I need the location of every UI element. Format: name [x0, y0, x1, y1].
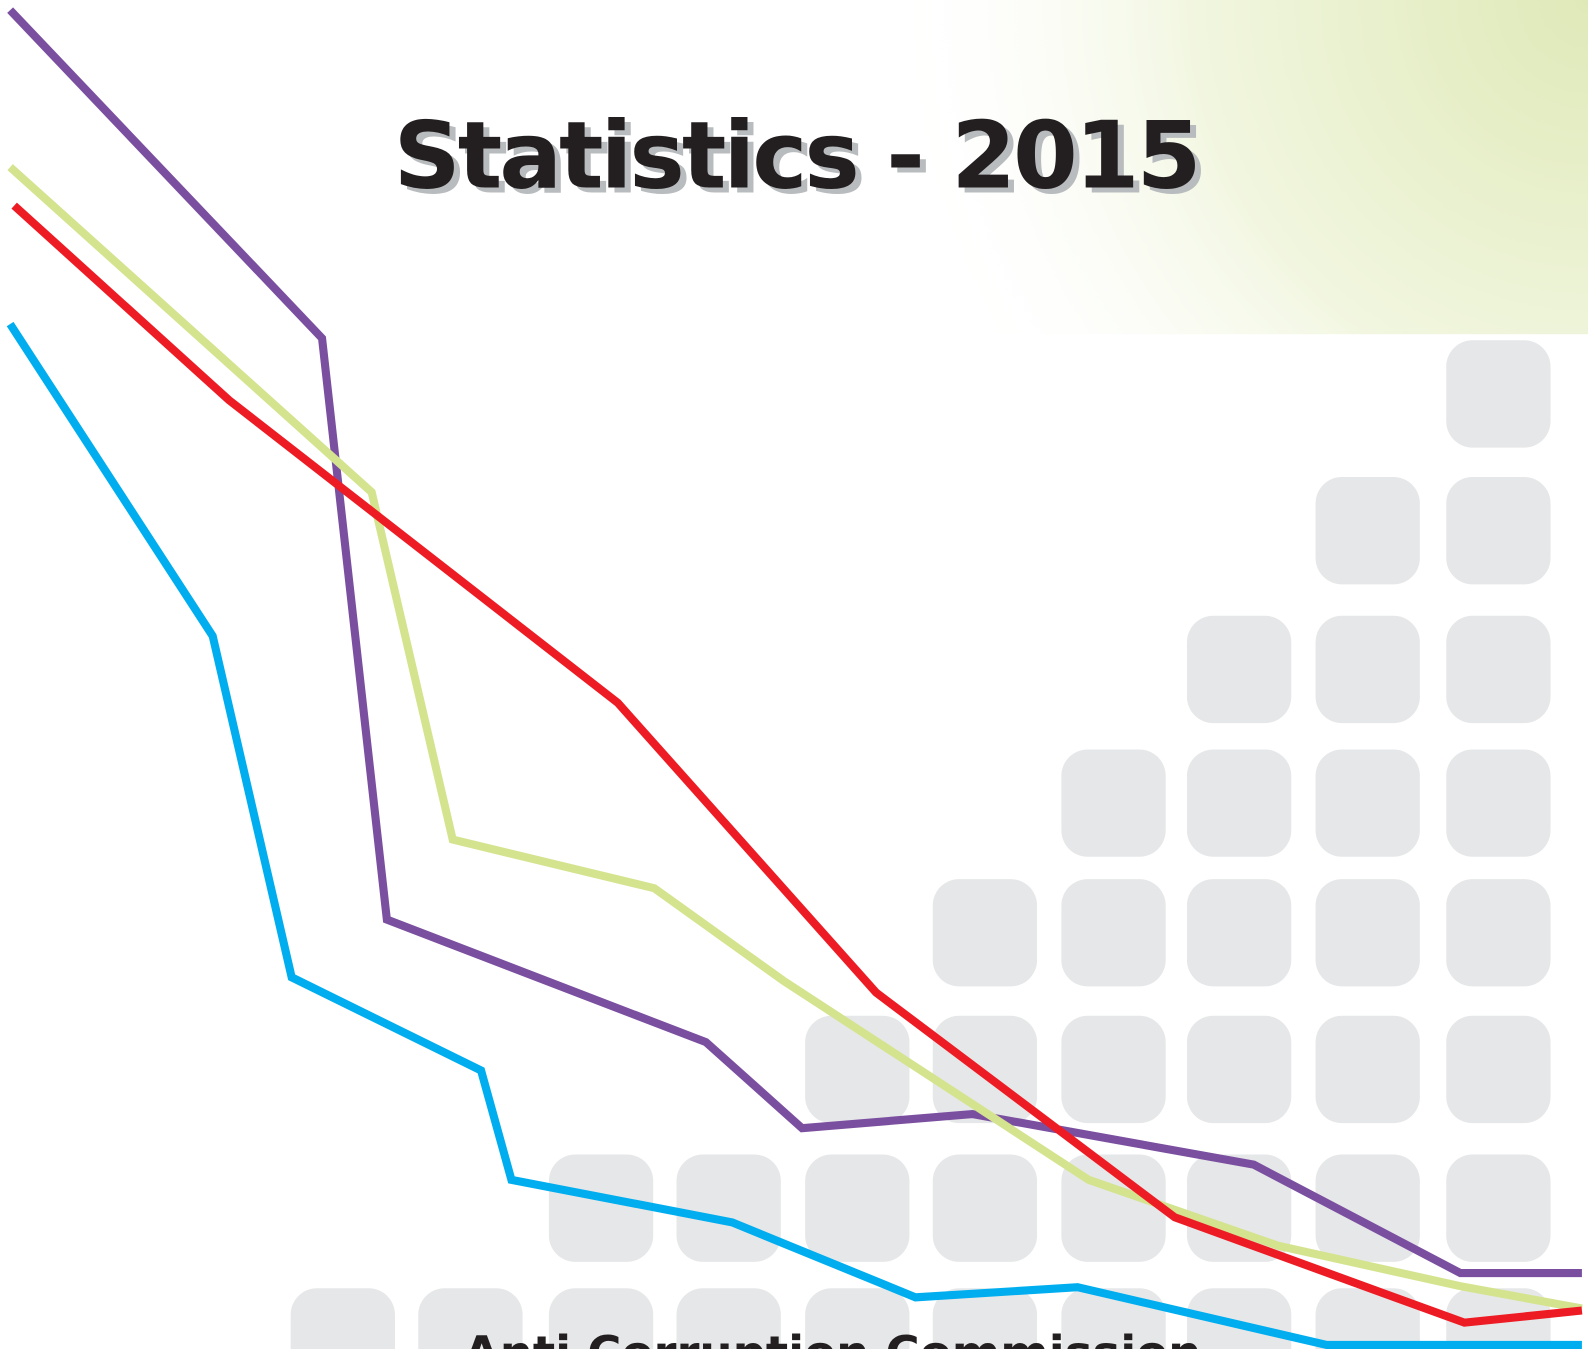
tile	[1186, 1015, 1292, 1124]
tile	[805, 1154, 910, 1262]
green-line	[7, 164, 1583, 1313]
tile	[1186, 749, 1292, 857]
tile	[1061, 879, 1166, 987]
tile	[1315, 615, 1420, 724]
tile	[932, 1154, 1038, 1262]
tile	[1446, 879, 1551, 987]
tile	[418, 1288, 523, 1349]
title-shadow: Statistics - 2015	[400, 106, 1205, 214]
tile	[1446, 340, 1551, 448]
blue-line	[6, 321, 1582, 1349]
purple-line	[7, 7, 1582, 1278]
tile	[1446, 1154, 1551, 1262]
tile	[932, 1288, 1038, 1349]
tile-grid	[290, 340, 1551, 1349]
corner-glow	[708, 0, 1588, 335]
red-line	[11, 202, 1583, 1327]
tile	[290, 1288, 395, 1349]
tile	[1315, 749, 1420, 857]
tile	[1446, 477, 1551, 585]
tile	[1315, 1288, 1420, 1349]
tile	[1446, 615, 1551, 724]
tile	[1186, 879, 1292, 987]
organization-name: Anti Corruption Commission	[464, 1326, 1202, 1349]
tile	[1315, 879, 1420, 987]
tile	[1186, 615, 1292, 724]
tile	[1446, 1015, 1551, 1124]
tile	[1061, 749, 1166, 857]
tile	[676, 1154, 781, 1262]
tile	[932, 879, 1038, 987]
title: Statistics - 2015	[394, 101, 1199, 209]
tile	[1446, 749, 1551, 857]
tile	[1315, 1015, 1420, 1124]
decorative-lines	[6, 7, 1583, 1349]
tile	[1061, 1015, 1166, 1124]
tile	[805, 1288, 910, 1349]
tile	[548, 1288, 654, 1349]
tile	[676, 1288, 781, 1349]
tile	[548, 1154, 654, 1262]
tile	[1315, 477, 1420, 585]
